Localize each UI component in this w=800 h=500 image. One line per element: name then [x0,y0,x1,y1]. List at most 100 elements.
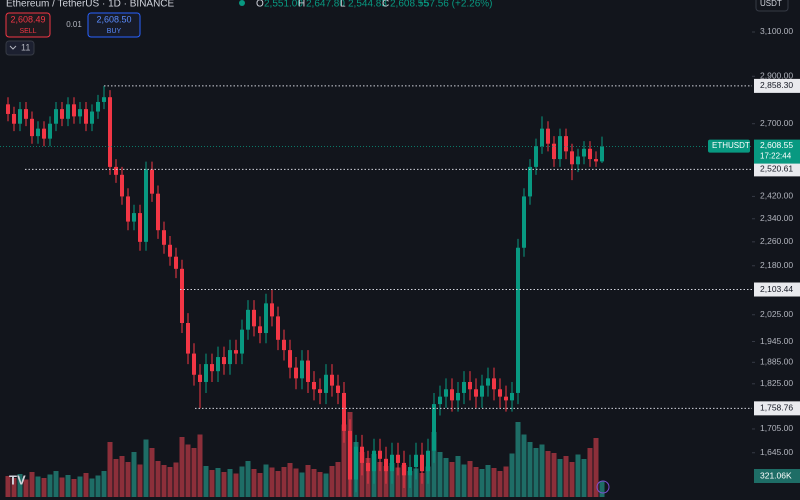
candle-body [594,159,598,162]
volume-bar [185,444,191,497]
candle-body [414,454,418,468]
market-status [239,0,245,6]
volume-bar [569,462,575,497]
currency-button[interactable] [755,0,789,12]
volume-bar [209,470,215,497]
candle-body [348,430,352,480]
alert-icon[interactable] [596,480,610,494]
logo: TV [9,472,26,487]
candle-body [252,309,256,327]
y-tick-label: 2,420.00 [760,191,793,201]
volume-bar [551,453,557,497]
volume-bar [107,442,113,497]
y-tick-label: 1,645.00 [760,447,793,457]
volume-bar [545,451,551,497]
candle-body [186,322,190,354]
candle-body [150,169,154,194]
price-line-badge [754,162,800,177]
y-tick-label: 2,025.00 [760,309,793,319]
volume-bar [305,465,311,497]
volume-bar [179,437,185,497]
volume-bar [563,456,569,497]
candle-body [366,462,370,472]
candle-body [456,392,460,401]
buy-label: BUY [107,28,122,35]
candle-body [60,109,64,119]
candle-body [426,450,430,472]
candle-body [468,381,472,390]
candle-body [288,350,292,368]
volume-bar [233,473,239,497]
volume-bar [221,472,227,497]
volume-bar [59,477,65,497]
candle-body [546,128,550,144]
candle-body [192,353,196,375]
candle-body [24,109,28,119]
buy-button[interactable] [87,12,141,38]
candle-body [570,151,574,165]
price-line-label: 1,758.76 [760,403,793,413]
candle-body [564,136,568,152]
candle-body [48,123,52,139]
candle-body [444,389,448,397]
price-line-label: 2,103.44 [760,284,793,294]
y-tick-label: 1,705.00 [760,423,793,433]
candle-body [12,113,16,124]
volume-bar [113,459,119,497]
indicators-count: 11 [21,42,30,52]
candle-body [510,392,514,401]
candle-body [372,450,376,472]
volume-bar [527,442,533,497]
volume-bar [29,472,35,497]
volume-bar [83,473,89,497]
candle-body [408,467,412,476]
volume-bar [167,467,173,497]
volume-bar [257,473,263,497]
candle-body [300,360,304,379]
candle-body [138,213,142,242]
candle-body [84,109,88,124]
volume-bar [395,467,401,497]
price-line-badge [754,401,800,416]
volume-bar [5,476,11,497]
volume-bar [509,453,515,497]
candle-body [144,169,148,242]
price-line-label: 2,520.61 [760,164,793,174]
sell-button[interactable] [5,12,51,38]
volume-bar [533,448,539,497]
candle-body [462,381,466,393]
candle-body [162,230,166,245]
volume-bar [245,461,251,497]
candle-body [126,196,130,222]
volume-bar [503,466,509,497]
volume-bar [575,454,581,497]
candle-body [234,350,238,354]
volume-bar [149,448,155,497]
candle-body [54,109,58,124]
candle-body [318,389,322,393]
indicators-toggle[interactable] [5,40,35,56]
candle-body [306,360,310,382]
volume-bar [281,467,287,497]
volume-bar [443,458,449,497]
volume-bar [449,462,455,497]
candle-body [66,104,70,119]
volume-bar [251,469,257,497]
candle-body [198,374,202,382]
volume-bar [35,476,41,497]
candle-body [480,385,484,397]
candle-body [528,166,532,197]
ohlc-value: 2,544.83 [348,0,387,10]
volume-bar [95,475,101,497]
candle-body [360,446,364,463]
volume-bar [491,468,497,497]
volume-bar [539,444,545,497]
volume-bar [323,473,329,497]
volume-bar [89,478,95,497]
candle-body [492,378,496,390]
candle-body [120,174,124,197]
volume-bar [557,459,563,497]
candle-body [270,303,274,317]
symbol-title: Ethereum / TetherUS · 1D · BINANCE [6,0,175,10]
